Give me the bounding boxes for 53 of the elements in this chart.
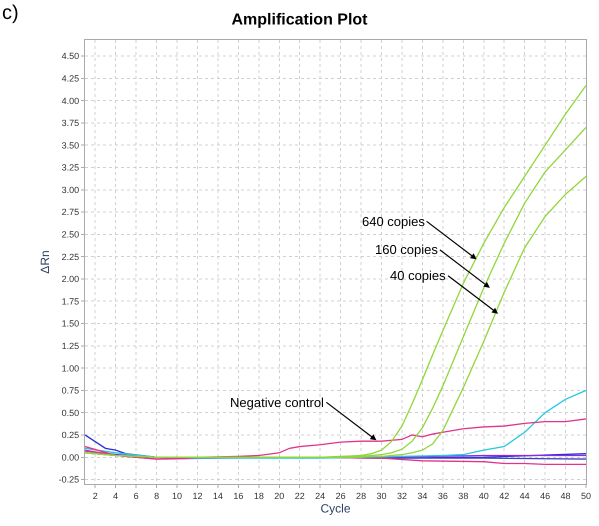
- x-tick-label: 50: [580, 490, 592, 501]
- y-tick-label: 3.75: [62, 118, 80, 128]
- y-tick-label: 2.50: [62, 230, 80, 240]
- x-tick-label: 2: [92, 490, 98, 501]
- y-tick-label: 1.00: [62, 363, 80, 374]
- y-tick-label: 3.00: [62, 184, 80, 195]
- x-tick-label: 22: [294, 490, 305, 501]
- x-tick-label: 44: [520, 490, 530, 501]
- y-tick-label: 2.25: [62, 252, 80, 262]
- x-tick-label: 20: [274, 490, 284, 501]
- y-tick-label: 2.00: [62, 274, 80, 284]
- x-tick-label: 26: [336, 490, 346, 501]
- y-tick-label: 0.25: [62, 430, 80, 440]
- x-tick-label: 46: [540, 490, 550, 501]
- y-tick-label: 1.50: [62, 318, 80, 329]
- annotation: 40 copies: [390, 268, 446, 283]
- x-axis-title: Cycle: [320, 502, 351, 516]
- x-tick-label: 28: [356, 490, 366, 501]
- y-axis-title: ΔRn: [38, 250, 52, 274]
- chart-title: Amplification Plot: [232, 11, 368, 28]
- y-tick-label: 1.25: [62, 340, 80, 351]
- x-tick-label: 30: [376, 490, 387, 501]
- y-tick-label: 3.50: [62, 140, 80, 150]
- x-tick-label: 38: [458, 490, 468, 501]
- y-tick-label: 4.25: [62, 73, 80, 84]
- y-tick-label: 0.00: [62, 452, 80, 462]
- x-tick-label: 10: [172, 490, 182, 501]
- x-tick-label: 18: [254, 490, 264, 501]
- y-tick-label: 0.75: [62, 386, 80, 396]
- x-tick-label: 40: [478, 490, 489, 501]
- x-tick-label: 34: [417, 490, 428, 501]
- x-tick-label: 48: [560, 490, 571, 501]
- x-tick-label: 4: [113, 490, 118, 501]
- y-tick-label: 4.50: [62, 51, 80, 62]
- annotation: 160 copies: [375, 242, 438, 257]
- y-tick-label: 4.00: [62, 96, 80, 106]
- x-tick-label: 14: [212, 490, 223, 501]
- x-tick-label: 42: [499, 490, 510, 501]
- text: c): [2, 2, 19, 24]
- y-tick-label: -0.25: [58, 474, 80, 485]
- x-tick-label: 32: [396, 490, 407, 501]
- y-tick-label: 0.50: [62, 408, 80, 418]
- x-tick-label: 8: [154, 490, 160, 501]
- y-tick-label: 2.75: [62, 207, 80, 218]
- x-tick-label: 24: [315, 490, 326, 501]
- annotation: Negative control: [230, 395, 324, 410]
- x-tick-label: 16: [233, 490, 244, 501]
- y-tick-label: 1.75: [62, 296, 80, 306]
- y-tick-label: 3.25: [62, 162, 80, 173]
- x-tick-label: 36: [438, 490, 448, 501]
- annotation: 640 copies: [362, 214, 426, 229]
- x-tick-label: 6: [134, 490, 139, 501]
- x-tick-label: 12: [192, 490, 202, 501]
